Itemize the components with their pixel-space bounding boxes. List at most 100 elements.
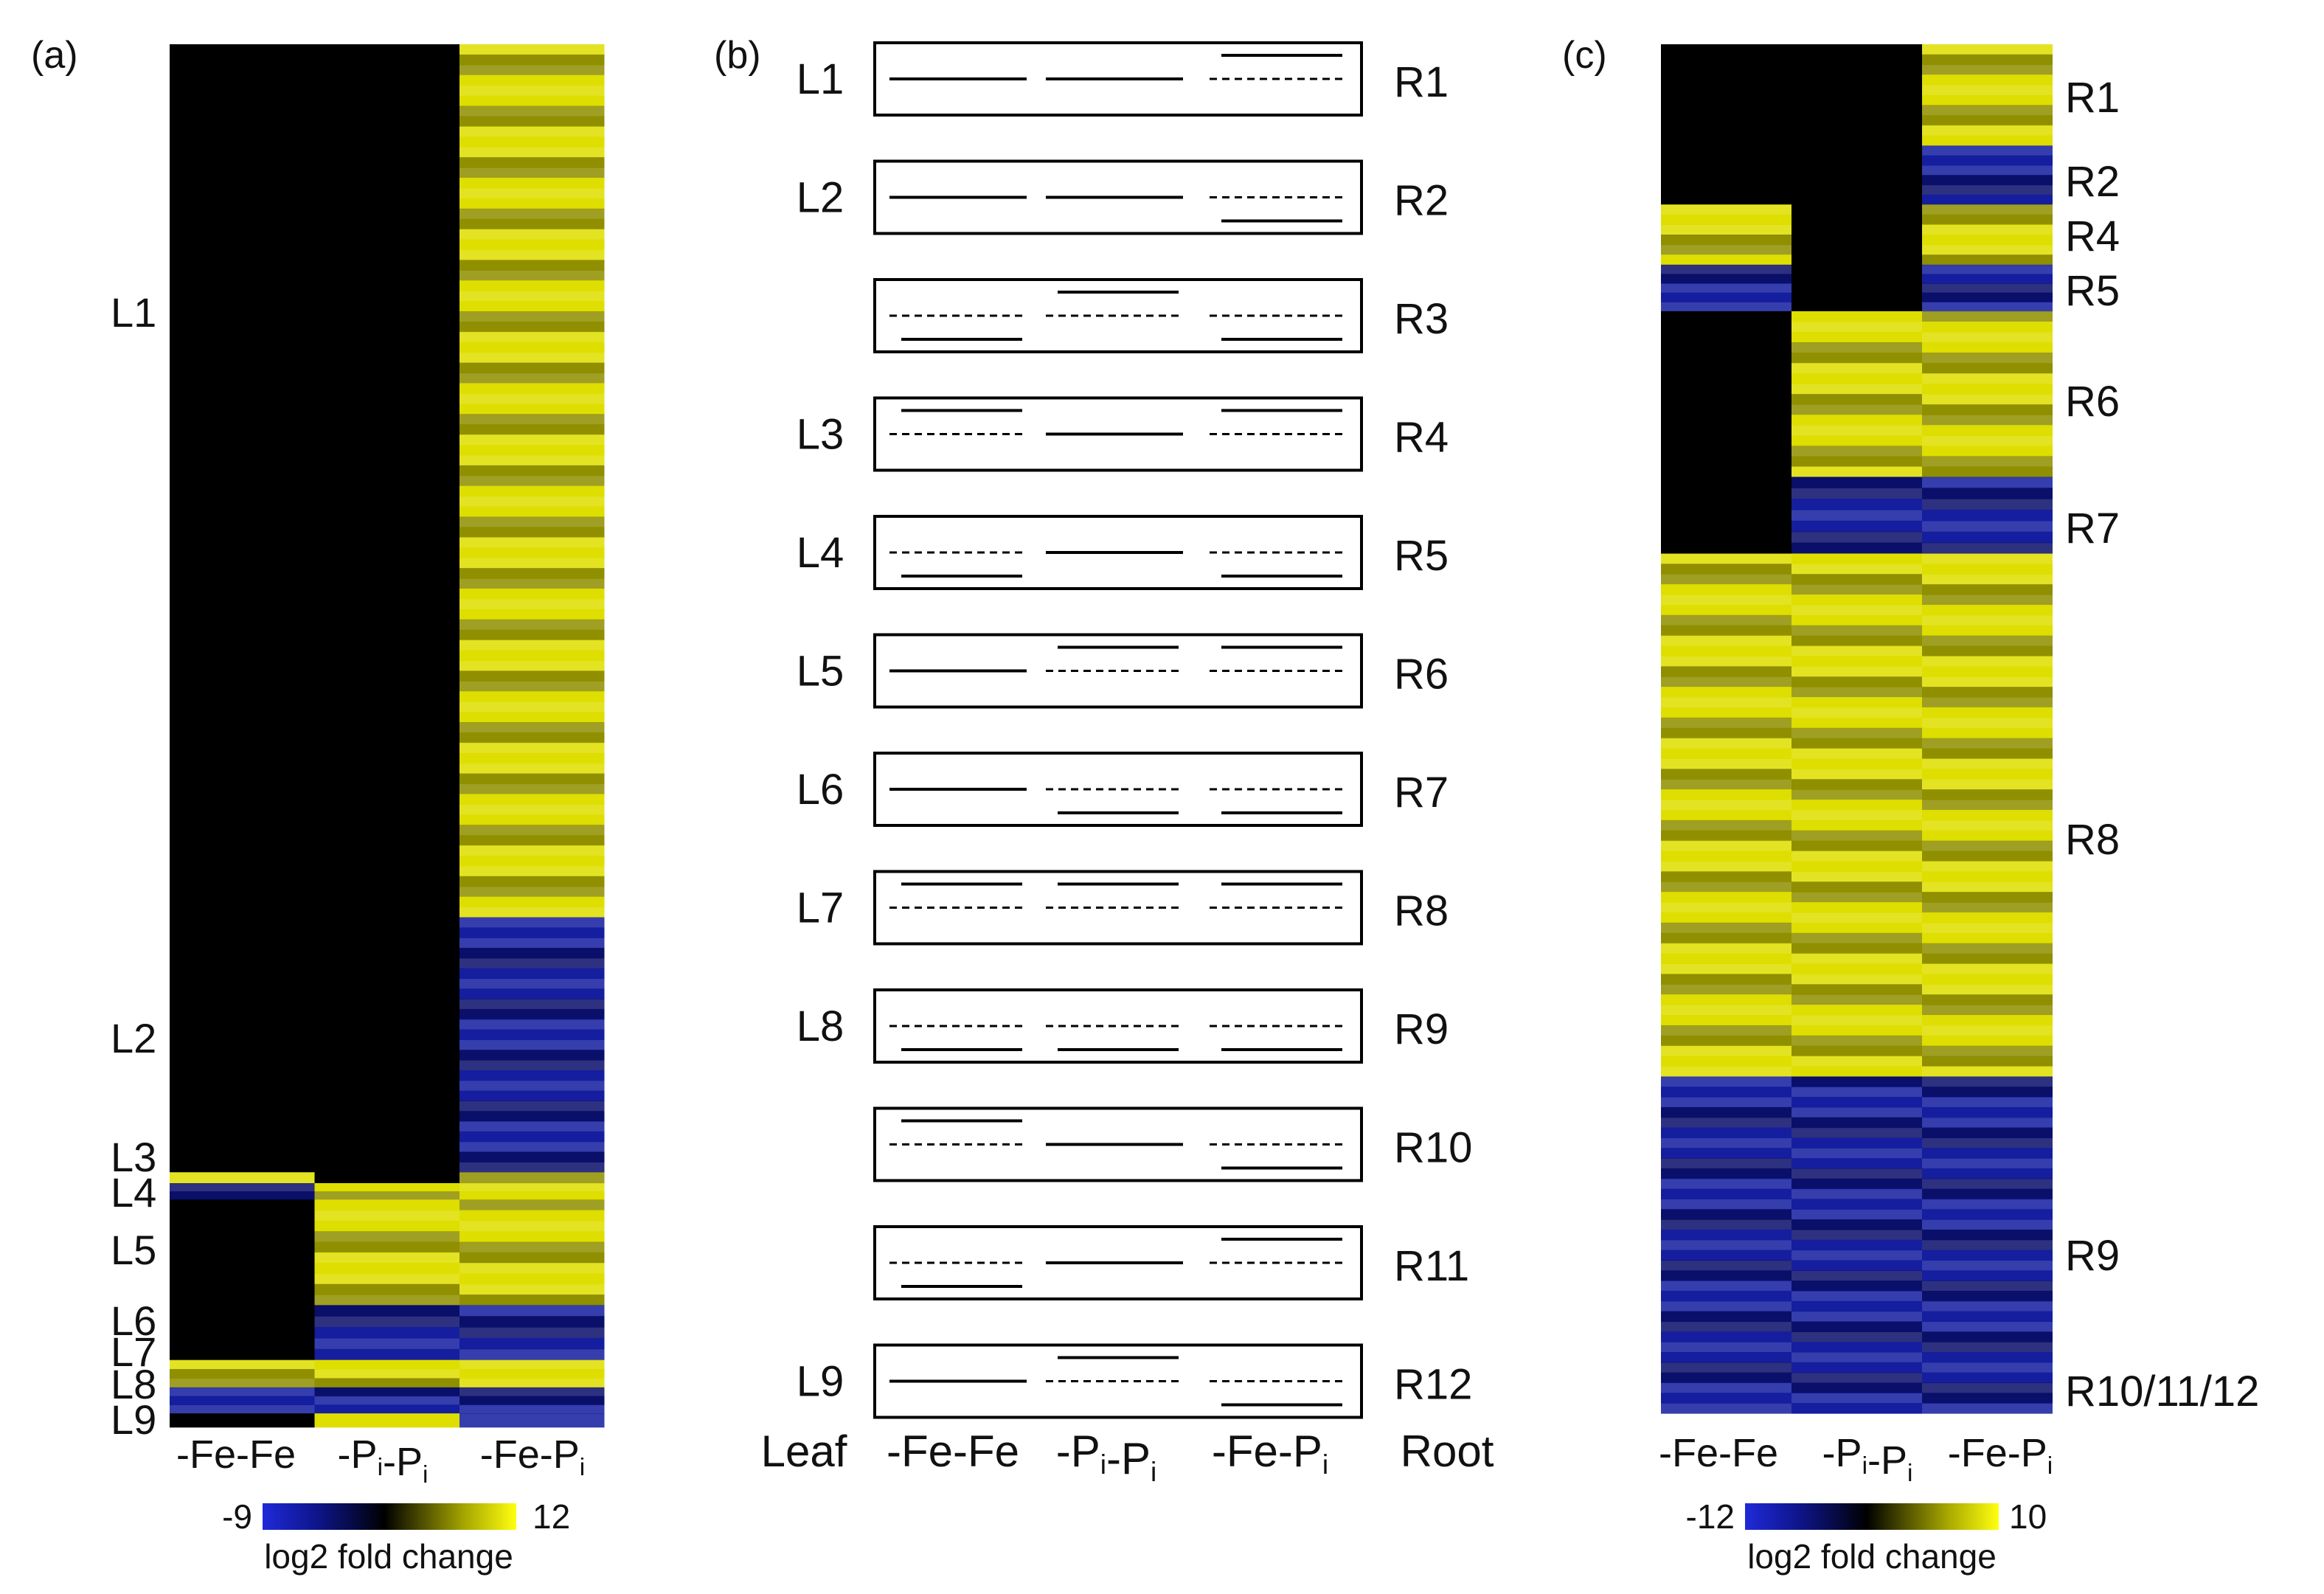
heatmap-stripe [314, 660, 459, 671]
heatmap-stripe [459, 1359, 605, 1370]
heatmap-stripe [314, 352, 459, 364]
heatmap-stripe [1661, 932, 1791, 944]
heatmap-stripe [1791, 125, 1922, 136]
heatmap-stripe [1791, 456, 1922, 468]
heatmap-stripe [1791, 819, 1922, 831]
heatmap-stripe [1661, 687, 1791, 698]
heatmap-stripe [1791, 645, 1922, 657]
heatmap-stripe [314, 763, 459, 775]
heatmap-stripe [170, 609, 315, 620]
heatmap-stripe [170, 1131, 315, 1143]
heatmap-stripe [1661, 614, 1791, 626]
heatmap-stripe [459, 1413, 605, 1428]
heatmap-stripe [1791, 861, 1922, 872]
heatmap-stripe [170, 598, 315, 610]
leaf-header: Leaf [761, 1427, 847, 1476]
heatmap-stripe [1791, 373, 1922, 384]
heatmap-cell-R9--Fe-Pi [1922, 1076, 2053, 1414]
heatmap-cell-R7--Pi-Pi [1791, 477, 1922, 555]
heatmap-stripe [1661, 871, 1791, 882]
heatmap-stripe [1922, 404, 2053, 415]
heatmap-stripe [1922, 64, 2053, 75]
heatmap-stripe [1922, 943, 2053, 954]
heatmap-stripe [170, 1039, 315, 1050]
heatmap-stripe [170, 44, 315, 55]
heatmap-stripe [1922, 194, 2053, 205]
heatmap-stripe [1791, 64, 1922, 75]
heatmap-stripe [1922, 115, 2053, 126]
heatmap-stripe [1661, 1168, 1791, 1179]
pattern-row-R4: L3 R4 [797, 396, 1449, 472]
heatmap-stripe [1922, 666, 2053, 677]
heatmap-stripe [170, 465, 315, 477]
heatmap-cell-L9--Fe-Fe [170, 1413, 315, 1428]
heatmap-stripe [170, 1029, 315, 1041]
heatmap-stripe [1661, 499, 1791, 510]
heatmap-stripe [1661, 373, 1791, 384]
heatmap-stripe [1791, 542, 1922, 555]
heatmap-stripe [1661, 707, 1791, 718]
heatmap-stripe [314, 527, 459, 538]
heatmap-stripe [1661, 1158, 1791, 1169]
heatmap-stripe [1922, 1066, 2053, 1078]
heatmap-stripe [459, 1039, 605, 1050]
heatmap-stripe [459, 650, 605, 662]
heatmap-stripe [459, 64, 605, 76]
heatmap-stripe [314, 999, 459, 1010]
heatmap-stripe [1922, 373, 2053, 384]
heatmap-stripe [459, 485, 605, 497]
heatmap-stripe [170, 1263, 315, 1275]
heatmap-cell-L2--Fe-Fe [170, 917, 315, 1173]
heatmap-stripe [1922, 1035, 2053, 1047]
heatmap-stripe [170, 773, 315, 785]
heatmap-stripe [1922, 94, 2053, 106]
heatmap-cell-R1--Pi-Pi [1791, 44, 1922, 146]
pattern-segment--Fe-Pi [1210, 1380, 1347, 1407]
heatmap-stripe [1922, 1199, 2053, 1210]
heatmap-stripe [1661, 1199, 1791, 1210]
heatmap-stripe [1791, 871, 1922, 882]
heatmap-cell-R7--Fe-Fe [1661, 477, 1791, 555]
heatmap-stripe [1791, 384, 1922, 395]
heatmap-stripe [1791, 283, 1922, 294]
heatmap-stripe [1791, 974, 1922, 985]
root-cluster-label: R7 [2065, 505, 2120, 552]
heatmap-stripe [1791, 553, 1922, 564]
heatmap-stripe [1922, 1311, 2053, 1323]
leaf-cluster-label: L2 [111, 1015, 156, 1061]
heatmap-stripe [459, 865, 605, 877]
heatmap-stripe [459, 794, 605, 805]
heatmap-stripe [1922, 321, 2053, 333]
heatmap-stripe [1791, 184, 1922, 195]
pattern-row-R9: L8 R9 [797, 988, 1449, 1064]
heatmap-stripe [1661, 84, 1791, 96]
heatmap-stripe [1661, 353, 1791, 364]
heatmap-stripe [1791, 477, 1922, 488]
heatmap-stripe [1661, 415, 1791, 426]
pattern-segment--Fe-Pi [1210, 196, 1347, 223]
heatmap-stripe [459, 1337, 605, 1350]
heatmap-stripe [1791, 1351, 1922, 1363]
heatmap-stripe [314, 1101, 459, 1112]
heatmap-stripe [314, 1316, 459, 1328]
heatmap-stripe [170, 187, 315, 199]
heatmap-stripe [1661, 625, 1791, 637]
heatmap-stripe [314, 1008, 459, 1020]
heatmap-stripe [1922, 292, 2053, 302]
heatmap-stripe [1922, 625, 2053, 637]
heatmap-stripe [1661, 244, 1791, 255]
heatmap-stripe [1922, 1403, 2053, 1414]
heatmap-cell-L6--Fe-Pi [459, 1305, 605, 1361]
root-row-label: R5 [1394, 532, 1449, 580]
heatmap-stripe [170, 957, 315, 969]
heatmap-cell-R5--Fe-Fe [1661, 264, 1791, 312]
heatmap-stripe [1922, 645, 2053, 657]
heatmap-stripe [1661, 1342, 1791, 1353]
heatmap-stripe [1661, 54, 1791, 66]
heatmap-stripe [170, 383, 315, 395]
heatmap-stripe [1922, 531, 2053, 544]
heatmap-stripe [1922, 1321, 2053, 1332]
heatmap-stripe [1922, 1209, 2053, 1220]
heatmap-stripe [459, 558, 605, 569]
heatmap-stripe [1922, 44, 2053, 55]
